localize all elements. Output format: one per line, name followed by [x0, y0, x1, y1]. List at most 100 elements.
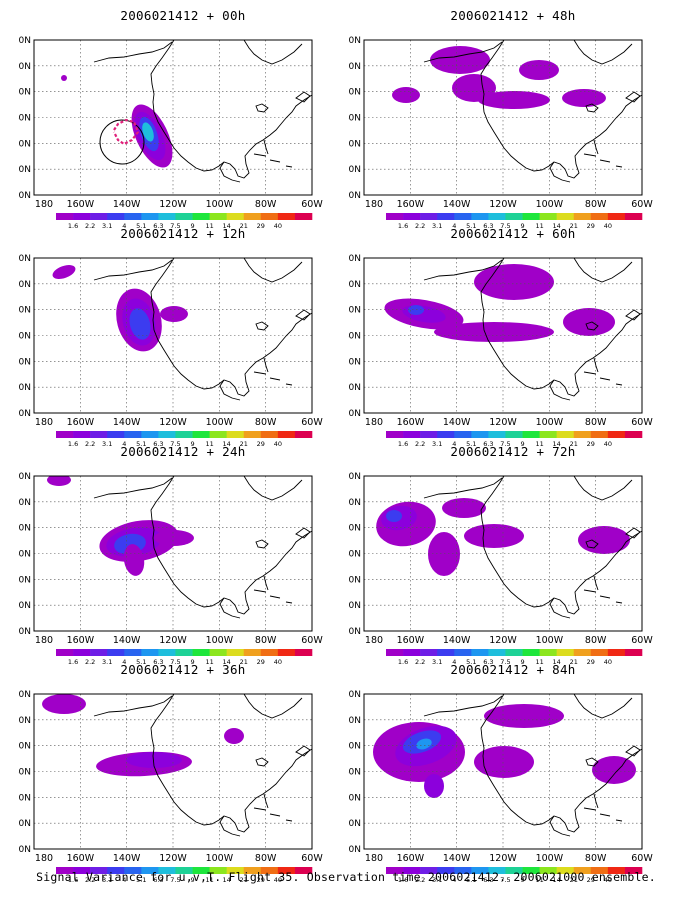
variance-region	[392, 87, 420, 103]
colorbar-label: 2.2	[415, 222, 425, 228]
colorbar-swatch	[454, 213, 472, 220]
colorbar-label: 29	[257, 658, 265, 664]
colorbar-swatch	[386, 431, 404, 438]
lon-tick-label: 60W	[301, 417, 323, 428]
lat-tick-label: 10N	[18, 627, 31, 637]
lon-tick-label: 80W	[585, 199, 607, 210]
colorbar-label: 4	[452, 440, 456, 446]
panel-title: 2006021412 + 72h	[450, 444, 576, 459]
lon-tick-label: 60W	[631, 199, 653, 210]
lat-tick-label: 30N	[18, 357, 31, 367]
variance-region	[478, 91, 550, 109]
lon-tick-label: 180	[35, 417, 53, 428]
colorbar-swatch	[243, 649, 262, 656]
variance-region	[123, 544, 145, 576]
colorbar-label: 9	[520, 658, 524, 664]
colorbar-label: 1.6	[68, 876, 78, 882]
colorbar-swatch	[158, 431, 176, 438]
colorbar-swatch	[505, 213, 523, 220]
variance-region	[424, 774, 444, 798]
lat-tick-label: 10N	[348, 627, 361, 637]
lon-tick-label: 120W	[489, 417, 517, 428]
colorbar-swatch	[471, 213, 489, 220]
colorbar-swatch	[607, 649, 626, 656]
colorbar-label: 14	[223, 440, 231, 446]
colorbar-label: 1.6	[68, 658, 78, 664]
variance-region	[442, 498, 486, 518]
lon-tick-label: 100W	[206, 635, 234, 646]
lat-tick-label: 60N	[18, 62, 31, 72]
lat-tick-label: 70N	[18, 472, 31, 482]
map-panel-24h: 2006021412 + 24h 70N 60N 50N 40N 30N 20N 10N 180…	[18, 444, 348, 664]
lat-tick-label: 40N	[348, 332, 361, 342]
lat-tick-label: 20N	[18, 383, 31, 393]
colorbar-swatch	[209, 649, 227, 656]
panel-title: 2006021412 + 00h	[120, 8, 246, 23]
colorbar-swatch	[243, 867, 262, 874]
variance-region	[578, 526, 630, 554]
colorbar-swatch	[471, 867, 489, 874]
lat-tick-label: 40N	[348, 114, 361, 124]
colorbar-label: 6.3	[483, 658, 493, 664]
colorbar-swatch	[209, 867, 227, 874]
colorbar-label: 11	[535, 658, 543, 664]
map-plot: 70N 60N 50N 40N 30N 20N 10N 180 160W 140W 120W 100W…	[18, 36, 323, 228]
colorbar-label: 29	[587, 658, 595, 664]
colorbar-swatch	[403, 867, 421, 874]
variance-region	[52, 265, 76, 279]
lat-tick-label: 30N	[348, 793, 361, 803]
colorbar-label: 5.1	[466, 440, 476, 446]
colorbar-swatch	[522, 649, 540, 656]
lat-tick-label: 30N	[348, 575, 361, 585]
colorbar-swatch	[90, 867, 108, 874]
colorbar-label: 5.1	[466, 222, 476, 228]
colorbar-label: 4	[122, 658, 126, 664]
colorbar-swatch	[124, 431, 142, 438]
colorbar-label: 21	[240, 440, 248, 446]
variance-region	[160, 306, 188, 322]
colorbar-label: 7.5	[500, 440, 510, 446]
lat-tick-label: 70N	[348, 690, 361, 700]
colorbar-label: 9	[190, 222, 194, 228]
lon-tick-label: 80W	[585, 853, 607, 864]
variance-region	[592, 756, 636, 784]
colorbar-swatch	[624, 213, 643, 220]
lat-tick-label: 60N	[348, 280, 361, 290]
colorbar-swatch	[107, 867, 125, 874]
variance-region	[562, 89, 606, 107]
panel-title: 2006021412 + 60h	[450, 226, 576, 241]
colorbar-swatch	[556, 431, 575, 438]
lat-tick-label: 70N	[18, 254, 31, 264]
colorbar-label: 1.6	[398, 876, 408, 882]
colorbar-swatch	[624, 649, 643, 656]
lat-tick-label: 20N	[348, 601, 361, 611]
colorbar-swatch	[454, 431, 472, 438]
lon-tick-label: 140W	[443, 199, 471, 210]
lon-tick-label: 140W	[443, 417, 471, 428]
colorbar-swatch	[607, 867, 626, 874]
colorbar-swatch	[175, 867, 193, 874]
colorbar-swatch	[277, 867, 296, 874]
colorbar-label: 7.5	[500, 222, 510, 228]
colorbar-swatch	[488, 867, 506, 874]
lat-tick-label: 50N	[348, 524, 361, 534]
lat-tick-label: 50N	[18, 524, 31, 534]
colorbar-swatch	[607, 213, 626, 220]
colorbar-label: 14	[553, 222, 561, 228]
colorbar-swatch	[539, 867, 557, 874]
variance-region	[42, 694, 86, 714]
colorbar-swatch	[454, 649, 472, 656]
colorbar-swatch	[192, 649, 210, 656]
colorbar-swatch	[471, 649, 489, 656]
colorbar-swatch	[73, 649, 91, 656]
lat-tick-label: 10N	[348, 409, 361, 419]
colorbar-label: 5.1	[136, 222, 146, 228]
colorbar-swatch	[573, 649, 592, 656]
lon-tick-label: 120W	[159, 853, 187, 864]
colorbar-swatch	[107, 649, 125, 656]
colorbar-label: 14	[223, 876, 231, 882]
colorbar-label: 7.5	[500, 658, 510, 664]
colorbar-swatch	[556, 649, 575, 656]
colorbar-label: 9	[520, 222, 524, 228]
lat-tick-label: 20N	[18, 165, 31, 175]
